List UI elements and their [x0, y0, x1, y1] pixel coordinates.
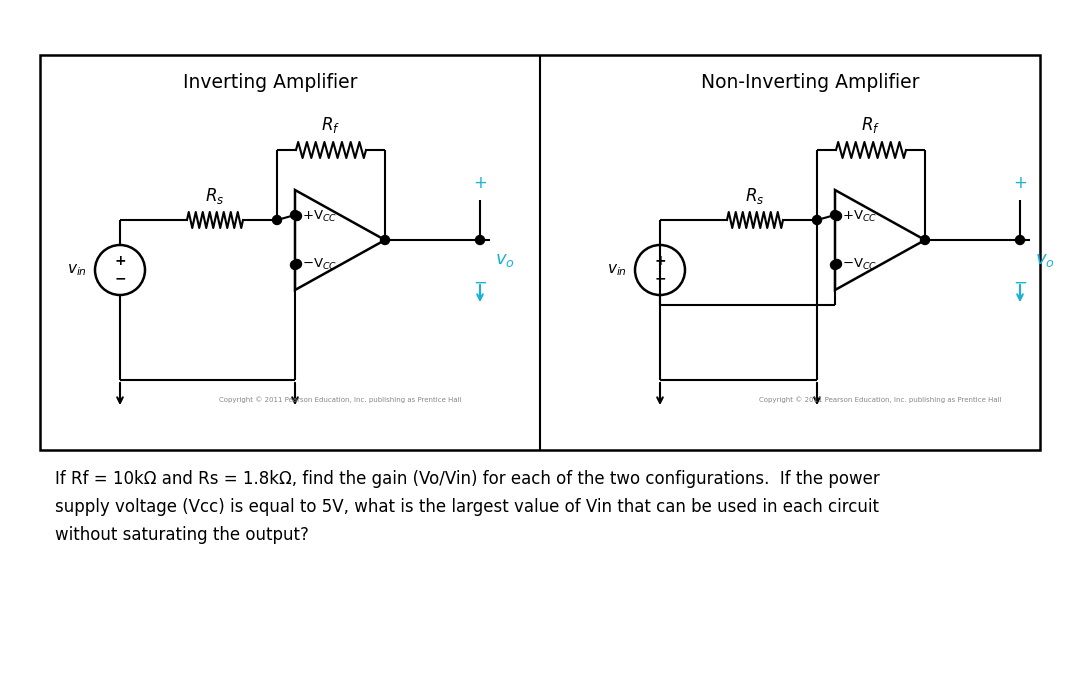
Circle shape: [272, 215, 282, 224]
Text: $R_s$: $R_s$: [205, 186, 225, 206]
Text: +V$_{CC}$: +V$_{CC}$: [842, 208, 877, 224]
Circle shape: [1015, 235, 1025, 244]
Text: +: +: [473, 174, 487, 192]
Circle shape: [920, 235, 930, 244]
Text: −V$_{CC}$: −V$_{CC}$: [302, 257, 337, 272]
Text: $v_o$: $v_o$: [495, 251, 515, 269]
Text: without saturating the output?: without saturating the output?: [55, 526, 309, 544]
Text: +V$_{CC}$: +V$_{CC}$: [302, 208, 337, 224]
Text: If Rf = 10kΩ and Rs = 1.8kΩ, find the gain (Vo/Vin) for each of the two configur: If Rf = 10kΩ and Rs = 1.8kΩ, find the ga…: [55, 470, 880, 488]
Text: supply voltage (Vcc) is equal to 5V, what is the largest value of Vin that can b: supply voltage (Vcc) is equal to 5V, wha…: [55, 498, 879, 516]
Text: Inverting Amplifier: Inverting Amplifier: [183, 73, 357, 92]
Circle shape: [475, 235, 485, 244]
Text: −: −: [1013, 274, 1027, 292]
Circle shape: [812, 215, 822, 224]
Text: Copyright © 2011 Pearson Education, Inc. publishing as Prentice Hall: Copyright © 2011 Pearson Education, Inc.…: [758, 396, 1001, 403]
Text: −: −: [473, 274, 487, 292]
Circle shape: [291, 261, 299, 270]
Circle shape: [831, 261, 839, 270]
Circle shape: [293, 212, 301, 221]
Text: −: −: [654, 272, 665, 286]
Circle shape: [380, 235, 390, 244]
Text: $v_o$: $v_o$: [1035, 251, 1055, 269]
Text: $R_f$: $R_f$: [862, 115, 880, 135]
Text: +: +: [1013, 174, 1027, 192]
FancyBboxPatch shape: [40, 55, 1040, 450]
Text: −V$_{CC}$: −V$_{CC}$: [842, 257, 877, 272]
Text: Copyright © 2011 Pearson Education, Inc. publishing as Prentice Hall: Copyright © 2011 Pearson Education, Inc.…: [218, 396, 461, 403]
Text: $v_{in}$: $v_{in}$: [67, 262, 87, 278]
Text: $R_s$: $R_s$: [745, 186, 765, 206]
Text: −: −: [114, 272, 125, 286]
Circle shape: [293, 259, 301, 268]
Circle shape: [833, 259, 841, 268]
Circle shape: [833, 212, 841, 221]
Circle shape: [831, 210, 839, 219]
Text: $R_f$: $R_f$: [322, 115, 340, 135]
Text: $v_{in}$: $v_{in}$: [607, 262, 627, 278]
Text: +: +: [654, 254, 665, 268]
Text: Non-Inverting Amplifier: Non-Inverting Amplifier: [701, 73, 919, 92]
Text: +: +: [114, 254, 125, 268]
Circle shape: [291, 210, 299, 219]
